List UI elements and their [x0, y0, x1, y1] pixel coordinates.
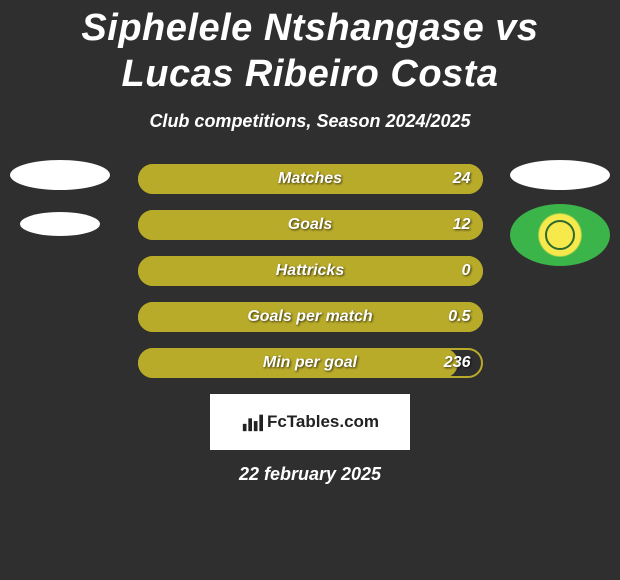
footer-brand-text: FcTables.com [267, 412, 379, 432]
sundowns-badge-icon [545, 220, 575, 250]
stat-bars: Matches24 Goals12 Hattricks0 Goals per matc… [138, 164, 483, 378]
stat-value-right: 236 [444, 348, 471, 378]
footer-date: 22 february 2025 [0, 464, 620, 485]
stat-value-right: 12 [453, 210, 471, 240]
stat-row: Hattricks0 [138, 256, 483, 286]
stat-row: Min per goal236 [138, 348, 483, 378]
player2-logo-1 [510, 160, 610, 190]
page-title: Siphelele Ntshangase vs Lucas Ribeiro Co… [0, 0, 620, 97]
stat-value-right: 0.5 [448, 302, 470, 332]
page-subtitle: Club competitions, Season 2024/2025 [0, 111, 620, 132]
stat-value-right: 24 [453, 164, 471, 194]
player1-logo-2 [20, 212, 100, 236]
stat-row: Matches24 [138, 164, 483, 194]
stats-area: Matches24 Goals12 Hattricks0 Goals per matc… [0, 164, 620, 378]
stat-label: Goals [138, 210, 483, 240]
stat-row: Goals12 [138, 210, 483, 240]
stat-value-right: 0 [462, 256, 471, 286]
stat-label: Hattricks [138, 256, 483, 286]
stat-label: Min per goal [138, 348, 483, 378]
stat-label: Matches [138, 164, 483, 194]
comparison-infographic: Siphelele Ntshangase vs Lucas Ribeiro Co… [0, 0, 620, 580]
footer-brand-badge: FcTables.com [210, 394, 410, 450]
player1-logo-1 [10, 160, 110, 190]
stat-row: Goals per match0.5 [138, 302, 483, 332]
stat-label: Goals per match [138, 302, 483, 332]
bar-chart-icon [241, 411, 263, 433]
player2-logo-2 [510, 204, 610, 266]
footer-brand: FcTables.com [241, 411, 379, 433]
